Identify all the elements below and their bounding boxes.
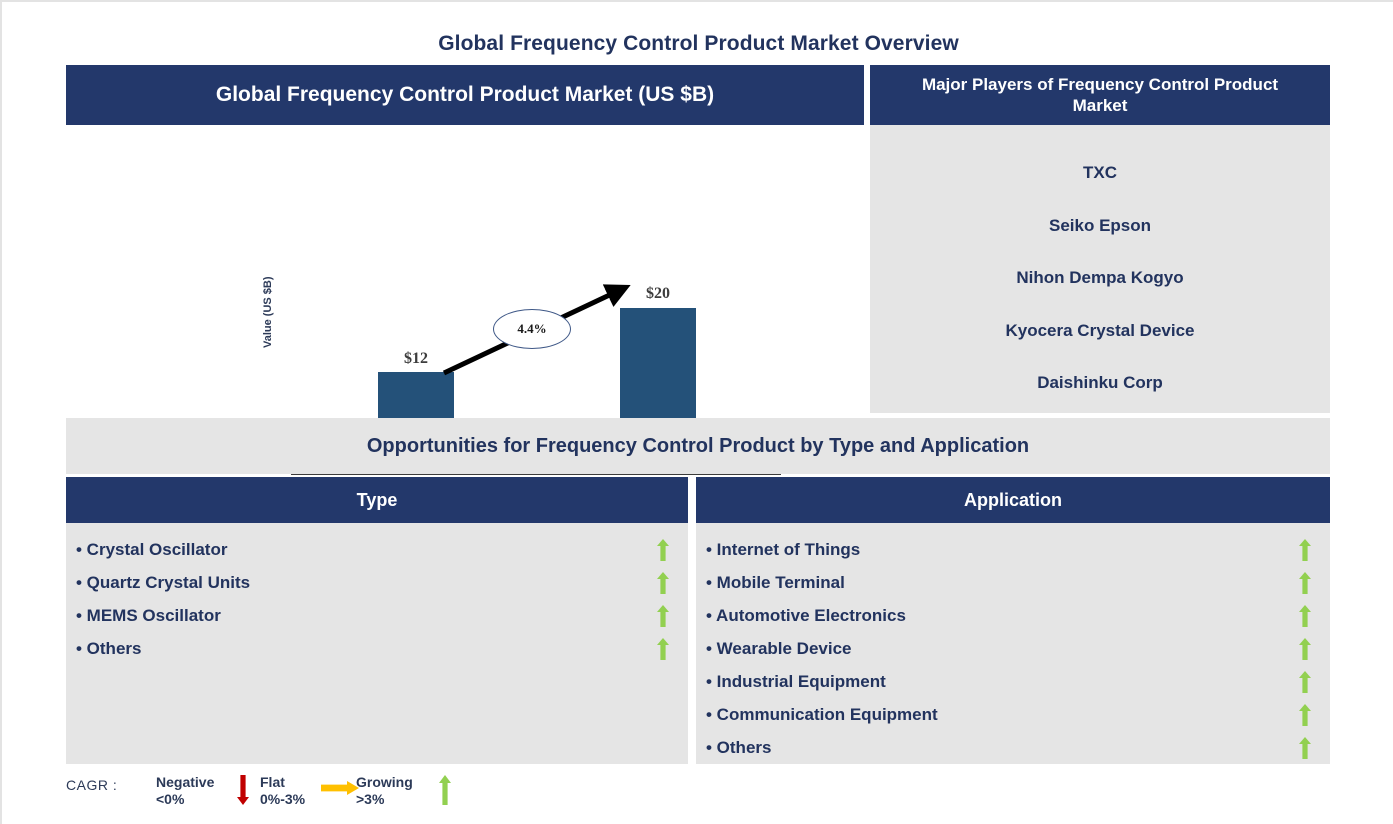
list-item-label: • Automotive Electronics: [706, 605, 906, 625]
list-item: • Internet of Things: [696, 533, 1330, 566]
list-item: • Wearable Device: [696, 632, 1330, 665]
cagr-callout: 4.4%: [493, 309, 571, 349]
list-item-label: • Mobile Terminal: [706, 572, 845, 592]
major-players-panel: Major Players of Frequency Control Produ…: [870, 65, 1330, 413]
arrow-up-green-icon: [1299, 670, 1311, 693]
list-item: • Crystal Oscillator: [66, 533, 688, 566]
market-panel-header: Global Frequency Control Product Market …: [66, 65, 864, 125]
legend-entry-negative: Negative <0%: [156, 774, 214, 808]
list-item-label: • Quartz Crystal Units: [76, 572, 251, 592]
type-panel: Type • Crystal Oscillator • Quartz Cryst…: [66, 477, 688, 764]
list-item-label: • Others: [706, 737, 772, 757]
arrow-up-green-icon: [657, 637, 669, 660]
cagr-legend: CAGR : Negative <0% Flat 0%-3% Growing >…: [66, 772, 486, 816]
list-item: Daishinku Corp: [1037, 373, 1163, 392]
list-item: TXC: [1083, 163, 1117, 182]
type-list: • Crystal Oscillator • Quartz Crystal Un…: [66, 523, 688, 665]
arrow-up-green-icon: [1299, 538, 1311, 561]
application-list: • Internet of Things • Mobile Terminal •…: [696, 523, 1330, 764]
list-item-label: • Crystal Oscillator: [76, 539, 228, 559]
arrow-down-red-icon: [237, 775, 249, 805]
list-item: • Quartz Crystal Units: [66, 566, 688, 599]
list-item: Seiko Epson: [1048, 215, 1152, 235]
list-item-label: • Wearable Device: [706, 638, 852, 658]
major-players-list: TXC Seiko Epson Nihon Dempa Kogyo Kyocer…: [870, 125, 1330, 410]
bar-value-label: $20: [646, 285, 670, 302]
application-panel: Application • Internet of Things • Mobil…: [696, 477, 1330, 764]
list-item: Kyocera Crystal Device: [1005, 320, 1195, 340]
page-title: Global Frequency Control Product Market …: [438, 32, 959, 55]
arrow-up-green-icon: [657, 538, 669, 561]
type-panel-header: Type: [66, 477, 688, 523]
arrow-up-green-icon: [1299, 571, 1311, 594]
bar-chart: Value (US $B) $12 $20 2026 2035 4.4% Sou…: [66, 125, 864, 530]
arrow-up-green-icon: [1299, 703, 1311, 726]
legend-range: >3%: [356, 791, 385, 807]
cagr-legend-title: CAGR :: [66, 777, 118, 793]
arrow-up-green-icon: [657, 604, 669, 627]
legend-entry-growing: Growing >3%: [356, 774, 413, 808]
list-item-label: • Communication Equipment: [706, 704, 938, 724]
arrow-up-green-icon: [1299, 637, 1311, 660]
list-item-label: • Others: [76, 638, 142, 658]
bar-value-label: $12: [404, 350, 428, 367]
list-item-label: • Internet of Things: [706, 539, 861, 559]
list-item: • Automotive Electronics: [696, 599, 1330, 632]
chart-x-axis: [291, 473, 781, 475]
arrow-up-green-icon: [1299, 736, 1311, 759]
arrow-up-green-icon: [439, 775, 451, 805]
list-item: • MEMS Oscillator: [66, 599, 688, 632]
list-item: • Industrial Equipment: [696, 665, 1330, 698]
legend-range: 0%-3%: [260, 791, 306, 807]
legend-label: Negative: [156, 774, 215, 790]
list-item: • Mobile Terminal: [696, 566, 1330, 599]
opportunities-banner: Opportunities for Frequency Control Prod…: [66, 418, 1330, 474]
arrow-up-green-icon: [657, 571, 669, 594]
legend-label: Flat: [260, 774, 285, 790]
list-item: • Communication Equipment: [696, 698, 1330, 731]
legend-entry-flat: Flat 0%-3%: [260, 774, 305, 808]
major-players-header: Major Players of Frequency Control Produ…: [870, 65, 1330, 125]
list-item: • Others: [696, 731, 1330, 764]
list-item-label: • MEMS Oscillator: [76, 605, 221, 625]
legend-range: <0%: [156, 791, 185, 807]
list-item-label: • Industrial Equipment: [706, 671, 886, 691]
chart-y-axis-label: Value (US $B): [262, 276, 274, 348]
list-item: Nihon Dempa Kogyo: [1016, 268, 1184, 287]
application-panel-header: Application: [696, 477, 1330, 523]
legend-label: Growing: [356, 774, 413, 790]
arrow-right-yellow-icon: [321, 781, 359, 795]
arrow-up-green-icon: [1299, 604, 1311, 627]
market-overview-panel: Global Frequency Control Product Market …: [66, 65, 864, 530]
list-item: • Others: [66, 632, 688, 665]
